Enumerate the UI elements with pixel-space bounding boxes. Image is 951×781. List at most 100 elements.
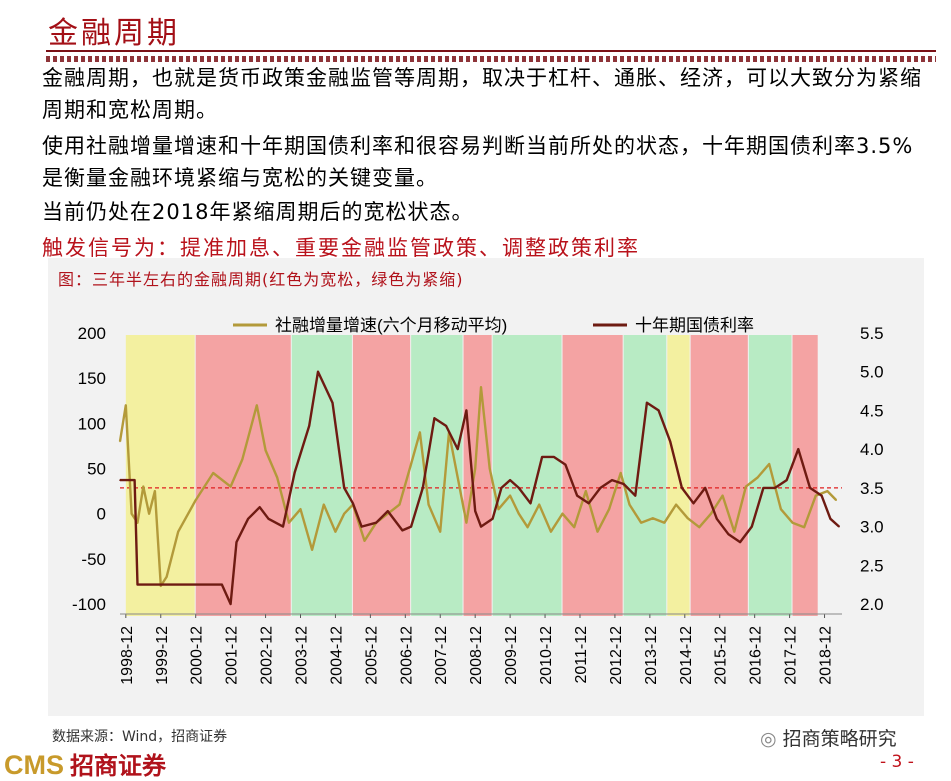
data-point-tsf-growth <box>573 526 575 529</box>
legend-label: 十年期国债利率 <box>635 316 754 335</box>
data-point-bond-yield <box>509 479 511 481</box>
x-tick-label: 2007-12 <box>433 626 450 685</box>
data-point-bond-yield <box>739 541 741 543</box>
data-point-tsf-growth <box>803 526 805 529</box>
x-tick-label: 2004-12 <box>328 626 345 685</box>
x-tick-label: 2012-12 <box>608 626 625 685</box>
data-point-tsf-growth <box>768 463 771 465</box>
data-point-bond-yield <box>258 506 261 509</box>
right-y-tick-label: 5.5 <box>860 324 884 343</box>
data-point-bond-yield <box>317 370 319 373</box>
trigger-signal: 触发信号为：提准加息、重要金融监管政策、调整政策利率 <box>42 236 640 260</box>
data-point-tsf-growth <box>780 508 782 510</box>
data-point-bond-yield <box>716 518 718 520</box>
data-point-bond-yield <box>177 583 180 586</box>
data-point-bond-yield <box>401 529 404 532</box>
data-point-tsf-growth <box>698 526 701 529</box>
data-point-tsf-growth <box>596 530 599 533</box>
data-point-tsf-growth <box>651 517 654 519</box>
data-point-tsf-growth <box>814 494 817 497</box>
data-point-tsf-growth <box>561 512 564 515</box>
data-point-tsf-growth <box>363 539 366 542</box>
data-point-bond-yield <box>282 525 284 528</box>
data-point-bond-yield <box>599 487 602 489</box>
data-point-tsf-growth <box>826 490 829 492</box>
wechat-name: 招商策略研究 <box>782 728 897 750</box>
data-point-bond-yield <box>229 603 232 605</box>
x-tick-label: 1998-12 <box>119 626 136 685</box>
data-point-bond-yield <box>387 510 389 512</box>
x-tick-label: 2017-12 <box>783 626 800 685</box>
data-point-tsf-growth <box>710 512 712 515</box>
data-point-bond-yield <box>838 525 840 528</box>
data-point-bond-yield <box>797 448 800 450</box>
left-y-tick-label: 100 <box>78 414 106 433</box>
data-point-tsf-growth <box>733 530 736 533</box>
data-point-bond-yield <box>704 487 706 489</box>
data-point-tsf-growth <box>628 503 631 506</box>
x-tick-label: 2015-12 <box>713 626 730 685</box>
data-point-tsf-growth <box>119 440 121 443</box>
data-point-bond-yield <box>750 525 753 528</box>
data-source: 数据来源：Wind，招商证券 <box>52 729 228 745</box>
data-point-tsf-growth <box>311 549 313 551</box>
data-point-tsf-growth <box>343 512 345 515</box>
x-tick-label: 2014-12 <box>678 626 695 685</box>
data-point-tsf-growth <box>721 494 724 497</box>
x-tick-label: 2008-12 <box>468 626 485 685</box>
data-point-bond-yield <box>133 479 136 481</box>
data-point-tsf-growth <box>322 503 325 506</box>
data-point-tsf-growth <box>212 472 214 474</box>
data-point-bond-yield <box>247 518 249 520</box>
data-point-tsf-growth <box>276 476 279 479</box>
logo-cn: 招商证券 <box>70 752 166 780</box>
data-point-bond-yield <box>221 583 223 586</box>
x-tick-label: 2005-12 <box>363 626 380 685</box>
x-tick-label: 2010-12 <box>538 626 555 685</box>
data-point-tsf-growth <box>538 503 541 506</box>
data-point-bond-yield <box>235 541 238 543</box>
title-divider-dotted <box>46 56 936 62</box>
data-point-tsf-growth <box>465 521 468 524</box>
right-y-tick-label: 3.5 <box>860 479 884 498</box>
data-point-bond-yield <box>646 401 648 404</box>
wechat-icon: ◎ <box>760 728 777 750</box>
data-point-tsf-growth <box>480 386 482 388</box>
data-point-bond-yield <box>829 518 832 520</box>
x-tick-label: 2000-12 <box>189 626 206 685</box>
right-y-tick-label: 2.5 <box>860 556 884 575</box>
data-point-tsf-growth <box>509 494 511 497</box>
data-point-bond-yield <box>267 518 270 520</box>
period-band-easing <box>690 335 748 616</box>
right-y-tick-label: 2.0 <box>860 595 884 614</box>
data-point-bond-yield <box>343 487 345 489</box>
data-point-tsf-growth <box>130 512 133 515</box>
x-tick-label: 2011-12 <box>573 626 590 684</box>
data-point-tsf-growth <box>640 521 642 524</box>
data-point-bond-yield <box>456 448 459 450</box>
data-point-bond-yield <box>491 518 494 520</box>
data-point-tsf-growth <box>177 530 180 533</box>
data-point-bond-yield <box>136 583 139 586</box>
figure-panel: 图：三年半左右的金融周期(红色为宽松，绿色为紧缩) -100 -50 0 50 100 1… <box>48 258 924 716</box>
data-point-tsf-growth <box>488 467 491 470</box>
data-point-bond-yield <box>293 471 296 474</box>
data-point-bond-yield <box>669 440 672 443</box>
data-point-bond-yield <box>657 409 660 412</box>
data-point-bond-yield <box>480 525 482 528</box>
data-point-bond-yield <box>762 487 765 489</box>
right-y-tick-label: 4.0 <box>860 440 884 459</box>
data-point-bond-yield <box>785 479 788 481</box>
data-point-tsf-growth <box>229 485 232 488</box>
page-number: - 3 - <box>880 752 914 772</box>
data-point-tsf-growth <box>398 503 401 506</box>
data-point-tsf-growth <box>142 485 145 488</box>
left-y-tick-label: 150 <box>78 369 106 388</box>
data-point-bond-yield <box>375 521 377 524</box>
data-point-tsf-growth <box>439 530 442 533</box>
data-point-tsf-growth <box>550 530 552 533</box>
data-point-tsf-growth <box>299 508 302 510</box>
paragraph-3: 当前仍处在2018年紧缩周期后的宽松状态。 <box>42 200 474 224</box>
data-point-bond-yield <box>541 456 543 458</box>
data-point-tsf-growth <box>456 476 459 479</box>
